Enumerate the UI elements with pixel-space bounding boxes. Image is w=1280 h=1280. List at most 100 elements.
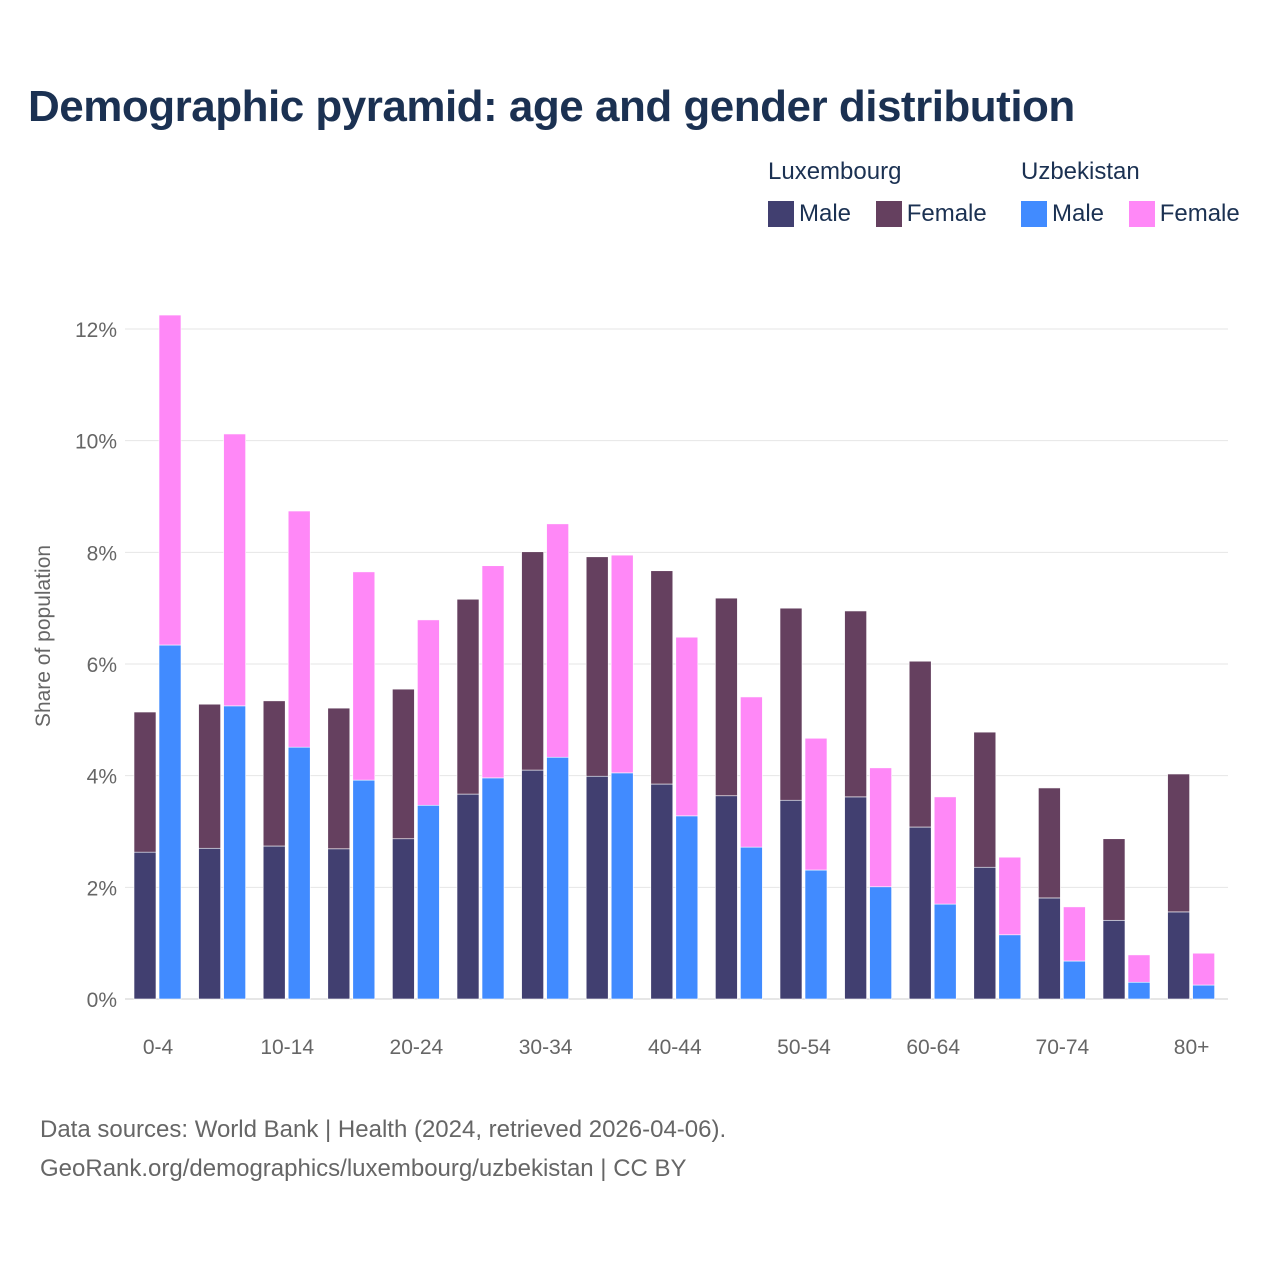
bar-luxembourg-female-35-39[interactable] [585,556,609,777]
legend-label: Female [906,200,987,227]
bar-luxembourg-male-0-4[interactable] [133,851,157,1000]
bar-luxembourg-female-70-74[interactable] [1038,787,1061,899]
bar-uzbekistan-male-55-59[interactable] [869,886,892,1000]
bar-luxembourg-male-45-49[interactable] [715,795,738,1000]
bar-uzbekistan-male-70-74[interactable] [1063,960,1086,1000]
bar-uzbekistan-female-30-34[interactable] [546,523,569,758]
bar-luxembourg-male-35-39[interactable] [585,775,609,1000]
bar-uzbekistan-male-25-29[interactable] [481,777,505,1000]
x-tick-label: 80+ [1174,1036,1210,1059]
x-tick-label: 20-24 [390,1036,444,1059]
bar-luxembourg-male-60-64[interactable] [908,826,932,1000]
bar-uzbekistan-male-5-9[interactable] [223,705,246,1000]
x-tick-label: 30-34 [519,1036,573,1059]
legend-luxembourg: Luxembourg Male Female [768,158,1005,234]
bar-uzbekistan-male-65-69[interactable] [998,934,1022,1000]
legend-label: Female [1159,200,1240,227]
bar-luxembourg-male-15-19[interactable] [327,848,351,1000]
bar-uzbekistan-male-60-64[interactable] [933,903,957,1000]
bar-luxembourg-male-65-69[interactable] [973,866,997,1000]
x-tick-label: 40-44 [648,1036,702,1059]
bar-luxembourg-female-5-9[interactable] [198,703,221,849]
bar-uzbekistan-female-20-24[interactable] [417,619,440,806]
bar-uzbekistan-female-5-9[interactable] [223,433,246,707]
bar-uzbekistan-female-35-39[interactable] [610,554,634,774]
bar-uzbekistan-female-75-79[interactable] [1127,954,1151,983]
y-axis-label: Share of population [32,545,55,727]
bar-luxembourg-female-80+[interactable] [1167,773,1190,913]
bar-luxembourg-male-75-79[interactable] [1102,919,1126,1000]
bar-uzbekistan-male-15-19[interactable] [352,779,376,1000]
bar-uzbekistan-female-65-69[interactable] [998,856,1022,936]
bar-luxembourg-male-5-9[interactable] [198,847,221,1000]
bar-uzbekistan-female-60-64[interactable] [933,796,957,905]
bar-luxembourg-female-60-64[interactable] [908,660,932,828]
bar-uzbekistan-female-80+[interactable] [1192,952,1215,986]
x-tick-label: 0-4 [143,1036,174,1059]
legend-item-luxembourg-female[interactable]: Female [875,200,987,228]
bar-luxembourg-male-55-59[interactable] [844,796,867,1000]
bar-uzbekistan-female-40-44[interactable] [675,636,699,817]
bar-uzbekistan-female-70-74[interactable] [1063,906,1086,962]
bar-luxembourg-male-20-24[interactable] [392,838,415,1000]
bar-luxembourg-female-10-14[interactable] [262,700,286,847]
bar-uzbekistan-male-50-54[interactable] [804,869,828,1000]
bar-luxembourg-female-55-59[interactable] [844,610,867,798]
y-tick-label: 6% [87,654,117,677]
bar-uzbekistan-male-35-39[interactable] [610,772,634,1000]
bar-luxembourg-female-20-24[interactable] [392,688,415,840]
x-tick-label: 10-14 [260,1036,314,1059]
bar-luxembourg-male-40-44[interactable] [650,783,674,1000]
bar-uzbekistan-male-80+[interactable] [1192,984,1215,1000]
bar-luxembourg-female-40-44[interactable] [650,570,674,785]
bar-luxembourg-female-25-29[interactable] [456,598,480,795]
bar-luxembourg-female-30-34[interactable] [521,551,544,771]
bar-luxembourg-male-80+[interactable] [1167,911,1190,1000]
legend-title: Uzbekistan [1021,158,1140,185]
bar-uzbekistan-female-15-19[interactable] [352,571,376,781]
bar-luxembourg-female-15-19[interactable] [327,707,351,850]
legend-title: Luxembourg [768,158,902,185]
legend-item-uzbekistan-male[interactable]: Male [1021,200,1104,228]
bar-uzbekistan-female-55-59[interactable] [869,767,892,888]
bar-luxembourg-male-50-54[interactable] [779,799,803,1000]
bar-uzbekistan-male-20-24[interactable] [417,804,440,1000]
bar-uzbekistan-male-40-44[interactable] [675,815,699,1000]
bar-uzbekistan-male-10-14[interactable] [287,746,311,1000]
bar-uzbekistan-female-50-54[interactable] [804,737,828,871]
legend-item-uzbekistan-female[interactable]: Female [1128,200,1240,228]
bar-uzbekistan-female-10-14[interactable] [287,510,311,748]
bar-luxembourg-female-45-49[interactable] [715,597,738,797]
legend-swatch [1021,201,1047,227]
bar-luxembourg-female-65-69[interactable] [973,731,997,868]
bar-uzbekistan-female-45-49[interactable] [740,696,763,848]
bar-luxembourg-female-0-4[interactable] [133,711,157,853]
bar-luxembourg-male-25-29[interactable] [456,793,480,1000]
bar-luxembourg-male-10-14[interactable] [262,845,286,1000]
bar-uzbekistan-female-25-29[interactable] [481,565,505,779]
x-tick-label: 60-64 [906,1036,960,1059]
bar-luxembourg-male-70-74[interactable] [1038,897,1061,1000]
footer-credit[interactable]: GeoRank.org/demographics/luxembourg/uzbe… [40,1155,687,1182]
legend-swatch [1128,201,1155,227]
y-tick-label: 10% [75,431,117,454]
y-tick-label: 2% [87,877,117,900]
footer-source: Data sources: World Bank | Health (2024,… [40,1116,727,1143]
bar-uzbekistan-male-30-34[interactable] [546,756,569,1000]
y-tick-label: 12% [75,319,117,342]
legend-label: Male [1052,200,1105,227]
bar-luxembourg-male-30-34[interactable] [521,769,544,1000]
bar-luxembourg-female-75-79[interactable] [1102,838,1126,921]
legend-label: Male [799,200,852,227]
bar-uzbekistan-male-75-79[interactable] [1127,981,1151,1000]
bar-uzbekistan-male-45-49[interactable] [740,846,763,1000]
x-tick-label: 50-54 [777,1036,831,1059]
bar-luxembourg-female-50-54[interactable] [779,607,803,801]
y-tick-label: 0% [87,989,117,1012]
legend-item-luxembourg-male[interactable]: Male [768,200,851,228]
y-tick-label: 4% [87,766,117,789]
bar-uzbekistan-female-0-4[interactable] [158,314,182,646]
chart-title: Demographic pyramid: age and gender dist… [28,82,1075,131]
bar-uzbekistan-male-0-4[interactable] [158,644,182,1000]
